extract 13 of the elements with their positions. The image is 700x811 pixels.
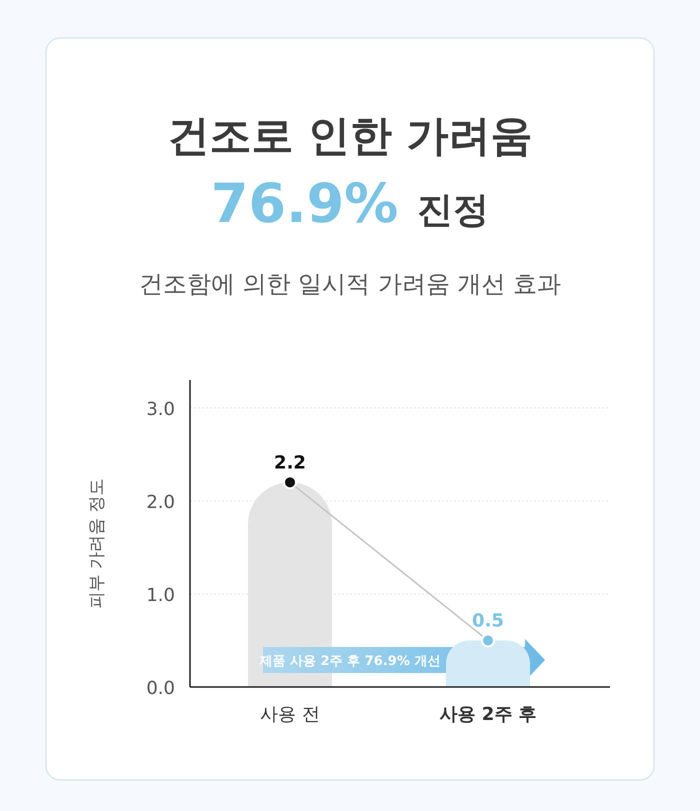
y-tick-label: 0.0	[146, 678, 175, 699]
x-tick-label: 사용 전	[260, 704, 320, 725]
y-tick-label: 1.0	[146, 584, 175, 606]
chart-title: 건조로 인한 가려움	[167, 111, 533, 160]
y-tick-label: 3.0	[146, 398, 175, 420]
data-label: 0.5	[472, 610, 504, 632]
text: 76.9% 진정	[210, 172, 490, 235]
data-label: 2.2	[274, 452, 306, 474]
x-tick-label: 사용 2주 후	[439, 704, 537, 725]
annotation: 제품 사용 2주 후 76.9% 개선	[258, 654, 440, 669]
chart-subtitle: 건조함에 의한 일시적 가려움 개선 효과	[138, 270, 562, 298]
y-tick-label: 2.0	[146, 492, 175, 513]
y-axis-title: 피부 가려움 정도	[87, 478, 107, 608]
